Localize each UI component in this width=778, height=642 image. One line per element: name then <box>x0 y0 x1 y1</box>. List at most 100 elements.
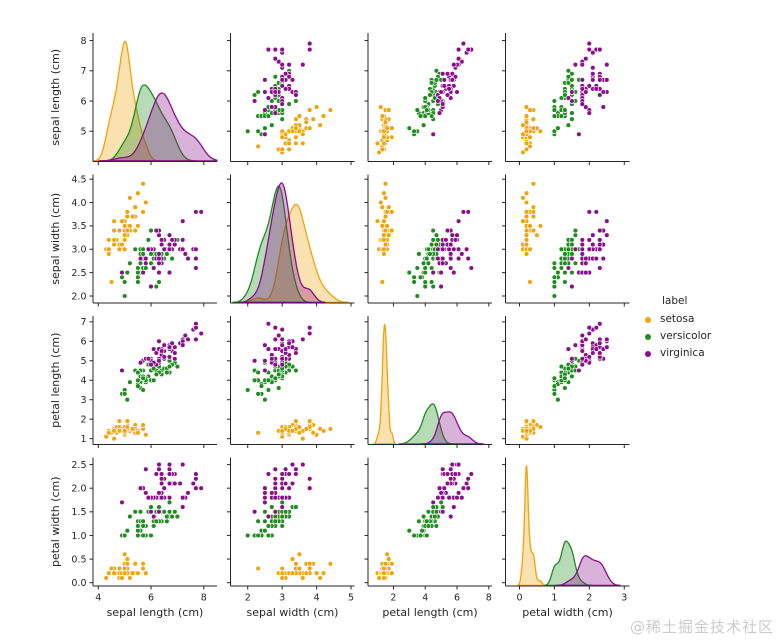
scatter-points-virginica <box>565 321 610 374</box>
y-tick-label: 4 <box>80 376 86 387</box>
tick-marks <box>227 464 352 590</box>
x-tick-label: 8 <box>201 593 207 604</box>
y-axis-title-sepal_length: sepal length (cm) <box>49 49 62 146</box>
y-tick-label: 7 <box>80 66 86 77</box>
x-axis-title-sepal_length: sepal length (cm) <box>107 606 204 619</box>
subplot-r3c4 <box>502 316 630 448</box>
legend-marker-virginica-icon <box>645 350 651 357</box>
y-tick-label: 3 <box>80 395 86 406</box>
tick-marks <box>364 321 490 448</box>
scatter-points-virginica <box>251 40 313 138</box>
y-tick-label: 2.5 <box>71 460 86 471</box>
y-tick-label: 8 <box>80 36 86 47</box>
scatter-points-setosa <box>103 181 149 285</box>
x-axis-title-petal_width: petal width (cm) <box>522 606 613 619</box>
scatter-points-setosa <box>520 181 544 285</box>
kde-curve-virginica <box>238 182 326 304</box>
x-tick-label: 4 <box>314 593 320 604</box>
scatter-points-virginica <box>430 209 475 290</box>
scatter-points-setosa <box>374 181 395 285</box>
y-tick-label: 5 <box>80 127 86 138</box>
scatter-points-setosa <box>374 551 395 581</box>
scatter-points-virginica <box>251 461 313 520</box>
y-tick-label: 2 <box>80 414 86 425</box>
y-tick-label: 2.0 <box>71 484 86 495</box>
tick-marks <box>364 464 490 590</box>
subplot-r2c2 <box>227 174 355 307</box>
y-tick-label: 0.5 <box>71 554 86 565</box>
tick-marks <box>502 464 625 590</box>
legend-label-virginica: virginica <box>660 347 705 359</box>
y-tick-label: 1.5 <box>71 507 86 518</box>
tick-marks <box>89 321 205 448</box>
subplot-r4c2: 2 3 4 5 sepal width (cm) <box>227 457 355 619</box>
kde-curve-setosa <box>92 40 160 162</box>
tick-marks <box>364 40 490 165</box>
scatter-points-virginica <box>251 321 313 374</box>
tick-marks <box>227 321 352 448</box>
scatter-points-versicolor <box>551 68 586 138</box>
scatter-points-virginica <box>119 209 204 290</box>
scatter-points-versicolor <box>119 494 181 539</box>
watermark: @稀土掘金技术社区 <box>629 618 774 636</box>
tick-marks <box>227 178 352 307</box>
x-tick-label: 6 <box>454 593 460 604</box>
legend-label-versicolor: versicolor <box>660 330 712 342</box>
y-tick-label: 3.5 <box>71 221 86 232</box>
legend-label-setosa: setosa <box>660 313 695 325</box>
y-tick-label: 2.5 <box>71 268 86 279</box>
tick-marks <box>502 178 625 307</box>
y-axis-title-sepal_width: sepal width (cm) <box>49 193 62 285</box>
subplot-r2c3 <box>364 174 492 307</box>
x-axis-title-petal_length: petal length (cm) <box>382 606 477 619</box>
scatter-points-versicolor <box>244 494 299 539</box>
scatter-points-setosa <box>103 418 149 442</box>
subplot-r3c1: 1 2 3 4 5 6 7 petal length (cm) <box>49 316 217 448</box>
scatter-points-virginica <box>119 321 204 374</box>
scatter-points-virginica <box>119 461 204 520</box>
tick-marks <box>227 40 352 165</box>
x-tick-label: 4 <box>95 593 101 604</box>
scatter-points-virginica <box>430 40 475 138</box>
kde-curve-versicolor <box>398 403 454 445</box>
scatter-points-setosa <box>255 418 334 442</box>
subplot-r4c3: 2 4 6 8 petal length (cm) <box>364 457 492 619</box>
subplot-r3c2 <box>227 316 355 448</box>
x-tick-label: 2 <box>586 593 592 604</box>
scatter-points-setosa <box>255 551 334 581</box>
subplot-r1c1: 5 6 7 8 sepal length (cm) <box>49 33 218 165</box>
tick-marks <box>502 40 625 165</box>
subplot-r1c2 <box>227 33 355 165</box>
scatter-points-virginica <box>430 461 475 520</box>
subplot-r1c4 <box>502 33 630 165</box>
scatter-points-virginica <box>565 209 610 290</box>
scatter-points-versicolor <box>244 356 299 403</box>
legend-title: label <box>662 295 688 307</box>
x-tick-label: 6 <box>148 593 154 604</box>
subplot-r4c4: 0 1 2 3 petal width (cm) <box>502 457 630 619</box>
kde-curve-versicolor <box>232 185 312 304</box>
y-axis-title-petal_length: petal length (cm) <box>49 333 62 428</box>
scatter-points-setosa <box>520 104 544 156</box>
tick-marks <box>502 321 625 448</box>
x-axis-title-sepal_width: sepal width (cm) <box>247 606 339 619</box>
scatter-points-setosa <box>374 104 395 156</box>
scatter-points-setosa <box>255 104 334 156</box>
kde-curve-setosa <box>373 323 397 445</box>
y-tick-label: 4.0 <box>71 198 86 209</box>
y-tick-label: 6 <box>80 96 86 107</box>
y-tick-label: 6 <box>80 337 86 348</box>
tick-marks <box>89 178 205 307</box>
x-tick-label: 2 <box>245 593 251 604</box>
x-tick-label: 4 <box>422 593 428 604</box>
scatter-points-versicolor <box>406 494 446 539</box>
y-tick-label: 0.0 <box>71 578 86 589</box>
tick-marks <box>89 40 205 165</box>
legend: label setosa versicolor virginica <box>640 293 711 362</box>
x-tick-label: 0 <box>516 593 522 604</box>
subplot-r1c3 <box>364 33 492 165</box>
scatter-points-versicolor <box>406 68 446 138</box>
y-axis-title-petal_width: petal width (cm) <box>49 476 62 567</box>
